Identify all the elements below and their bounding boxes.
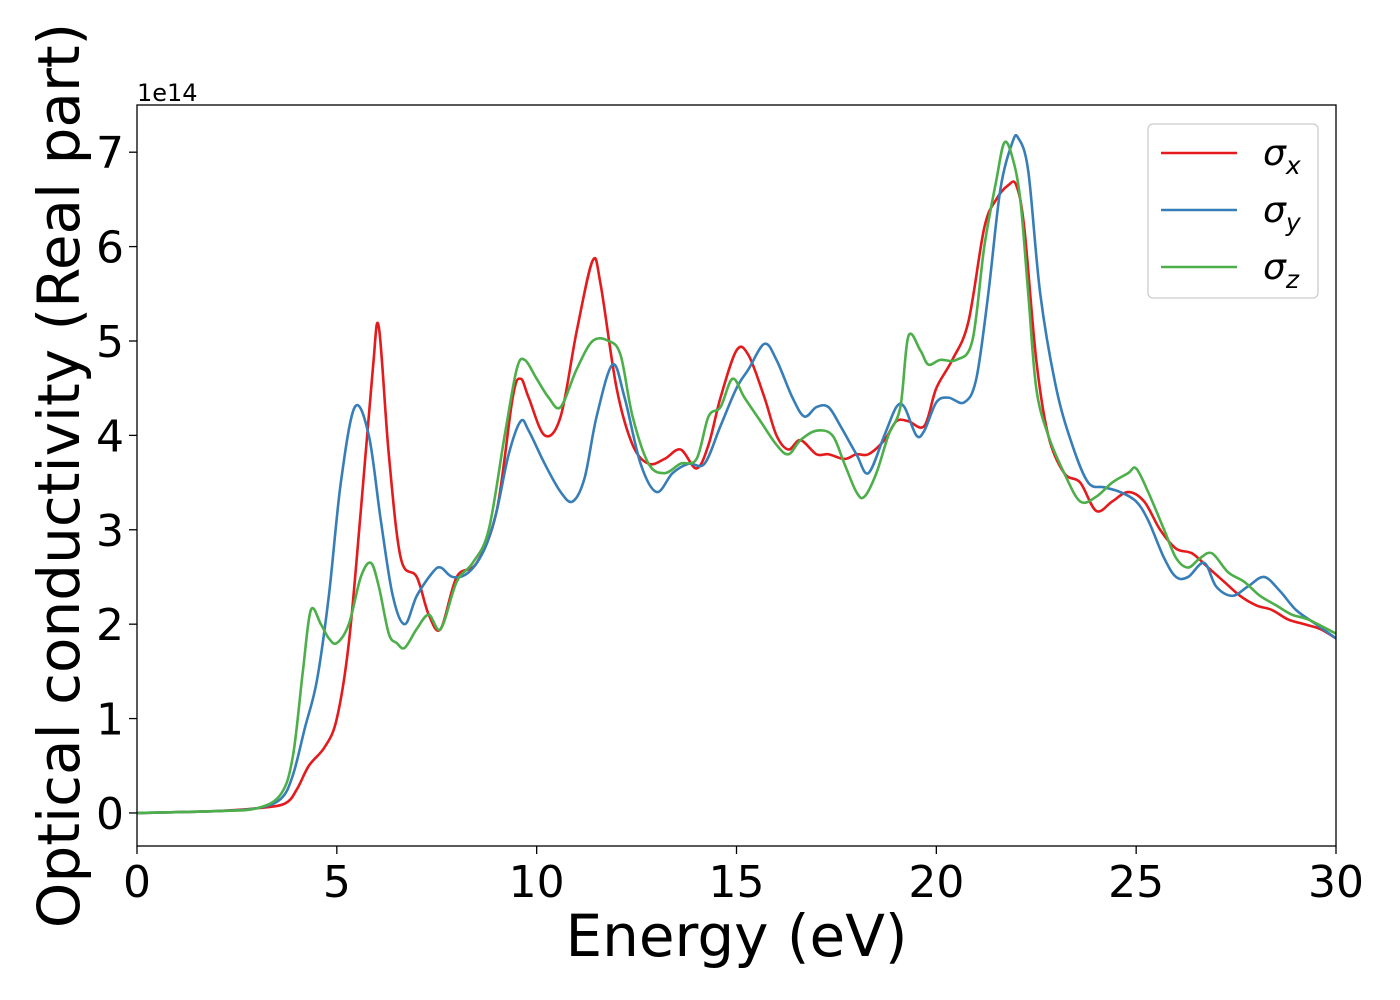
series-line-x [137,180,1336,815]
y-tick-label: 3 [96,506,124,557]
y-tick-label: 0 [96,789,124,840]
legend-label: σx [1263,133,1301,180]
y-axis-label: Optical conductivity (Real part) [25,23,93,928]
y-axis-offset-text: 1e14 [137,79,198,107]
x-tick-label: 5 [323,857,351,908]
y-tick-label: 6 [96,223,124,274]
series-line-z [137,140,1336,815]
y-tick-label: 4 [96,411,124,462]
x-tick-label: 20 [908,857,964,908]
x-tick-label: 30 [1308,857,1364,908]
y-tick-label: 5 [96,317,124,368]
legend-label: σy [1263,190,1302,237]
series-layer [137,133,1336,815]
x-tick-label: 25 [1108,857,1164,908]
ticks-layer: 0 5 10 15 20 25 30 0 1 2 3 4 5 6 7 [96,128,1364,908]
series-line-y [137,133,1336,815]
x-tick-label: 10 [509,857,565,908]
x-tick-label: 15 [709,857,765,908]
y-tick-label: 2 [96,600,124,651]
y-tick-label: 7 [96,128,124,179]
x-axis-label: Energy (eV) [565,902,907,970]
y-tick-label: 1 [96,695,124,746]
x-tick-label: 0 [123,857,151,908]
